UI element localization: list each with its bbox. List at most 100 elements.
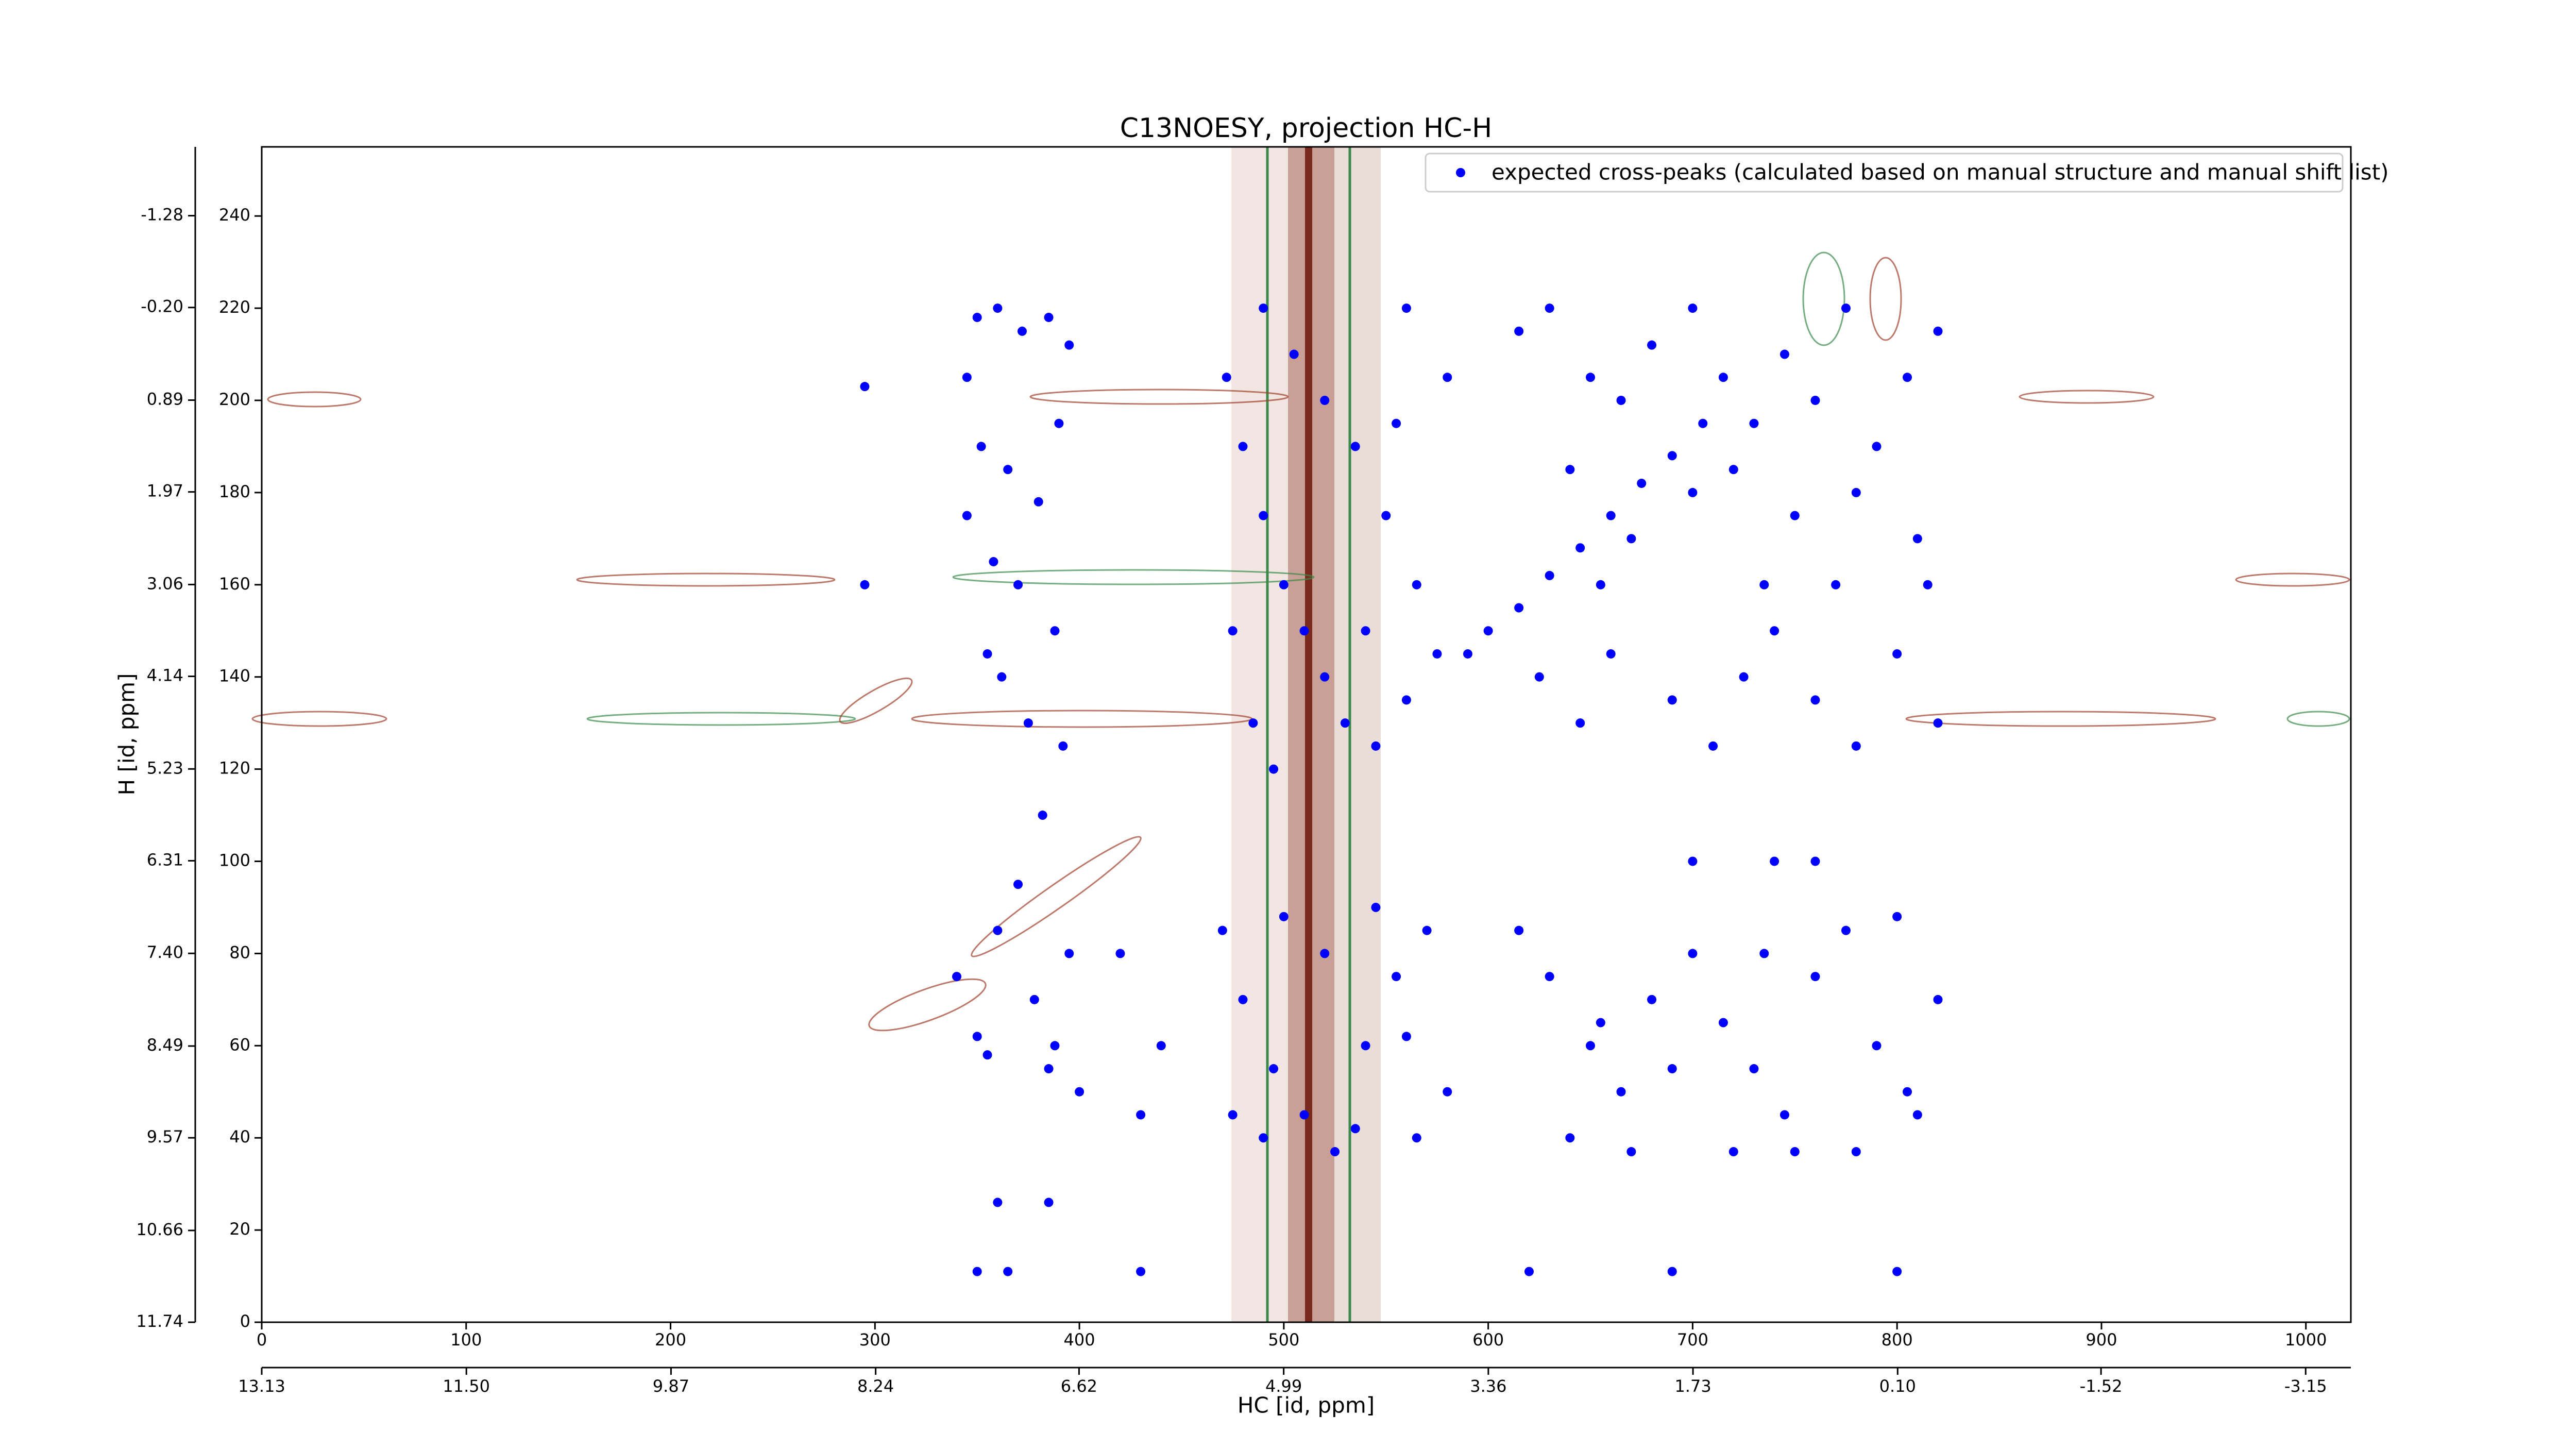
cross-peak: [1392, 418, 1401, 428]
cross-peak: [1340, 718, 1350, 728]
cross-peak: [1545, 304, 1554, 313]
x2-tick-label: 13.13: [238, 1376, 285, 1396]
cross-peak: [1903, 1087, 1912, 1097]
cross-peak: [1013, 580, 1023, 589]
cross-peak: [1228, 626, 1238, 636]
cross-peak: [1728, 1147, 1738, 1157]
y-tick-label: 40: [229, 1127, 250, 1147]
cross-peak: [1136, 1110, 1146, 1120]
cross-peak: [1443, 1087, 1452, 1097]
x-tick-label: 800: [1882, 1330, 1913, 1350]
cross-peak: [1050, 1041, 1060, 1051]
cross-peak: [1790, 1147, 1800, 1157]
cross-peak: [972, 1032, 982, 1041]
cross-peak: [1050, 626, 1060, 636]
cross-peak: [1647, 995, 1657, 1004]
legend-marker: [1456, 168, 1465, 177]
legend: expected cross-peaks (calculated based o…: [1425, 153, 2389, 193]
cross-peak: [1269, 1064, 1279, 1074]
cross-peak: [1534, 672, 1544, 682]
cross-peak: [1259, 304, 1268, 313]
cross-peak: [1933, 718, 1943, 728]
cross-peak: [1463, 649, 1472, 659]
cross-peak: [1841, 304, 1851, 313]
cross-peak: [1064, 949, 1074, 958]
cross-peak: [1810, 395, 1820, 405]
cross-peak: [1851, 741, 1861, 751]
cross-peak: [989, 557, 998, 567]
x2-tick-label: 3.36: [1470, 1376, 1506, 1396]
cross-peak: [1810, 856, 1820, 866]
cross-peak: [962, 511, 972, 520]
cross-peak: [1003, 465, 1013, 475]
y2-tick-label: 3.06: [147, 574, 183, 593]
spectrum-contours: [251, 147, 2350, 1322]
cross-peak: [1688, 487, 1698, 497]
contour: [2286, 711, 2350, 727]
y2-tick-label: -1.28: [141, 205, 183, 225]
legend-box: [1425, 153, 2344, 193]
contour: [2235, 572, 2350, 587]
cross-peak: [1514, 603, 1524, 613]
cross-peak: [1647, 340, 1657, 350]
cross-peak: [1514, 326, 1524, 336]
cross-peak: [1698, 418, 1708, 428]
cross-peak: [1728, 465, 1738, 475]
cross-peak: [1606, 649, 1616, 659]
cross-peak: [1933, 995, 1943, 1004]
cross-peak: [1029, 995, 1039, 1004]
x2-tick-label: 9.87: [653, 1376, 689, 1396]
y2-tick-label: 8.49: [147, 1035, 183, 1055]
cross-peak: [860, 382, 870, 392]
cross-peak: [1289, 349, 1299, 359]
y-axis-label: H [id, ppm]: [114, 673, 140, 796]
y2-tick-label: 9.57: [147, 1127, 183, 1147]
y2-tick-label: -0.20: [141, 297, 183, 316]
cross-peak: [1667, 451, 1677, 461]
cross-peak: [1017, 326, 1027, 336]
cross-peak: [1565, 465, 1575, 475]
cross-peak: [1259, 511, 1268, 520]
x-axis-label: HC [id, ppm]: [1238, 1393, 1375, 1418]
cross-peak: [1596, 580, 1605, 589]
cross-peak: [1443, 373, 1452, 382]
cross-peak: [993, 1198, 1003, 1207]
cross-peak: [1851, 487, 1861, 497]
contour-column: [1231, 147, 1288, 1322]
cross-peak: [1038, 811, 1047, 820]
cross-peak: [993, 925, 1003, 935]
y2-tick-label: 4.14: [147, 666, 183, 685]
cross-peak: [1330, 1147, 1340, 1157]
cross-peak: [1350, 442, 1360, 451]
y-tick-label: 100: [219, 850, 250, 870]
cross-peak: [1892, 649, 1902, 659]
cross-peak: [1770, 856, 1780, 866]
cross-peak: [1361, 626, 1370, 636]
cross-peak: [1586, 373, 1596, 382]
contour: [839, 677, 913, 724]
cross-peak: [1759, 580, 1769, 589]
x2-tick-label: 4.99: [1265, 1376, 1302, 1396]
x-tick-label: 200: [655, 1330, 686, 1350]
y2-tick-label: 6.31: [147, 850, 183, 869]
cross-peak: [1872, 1041, 1882, 1051]
x-tick-label: 600: [1472, 1330, 1504, 1350]
cross-peak: [1596, 1018, 1605, 1027]
cross-peak: [1749, 418, 1759, 428]
cross-peak: [1626, 1147, 1636, 1157]
cross-peak: [1912, 534, 1922, 544]
cross-peak: [1422, 925, 1432, 935]
x2-tick-label: -3.15: [2284, 1376, 2327, 1396]
y-tick-label: 160: [219, 574, 250, 594]
contour: [1802, 251, 1845, 346]
cross-peak: [1279, 912, 1289, 921]
cross-peak: [1780, 1110, 1789, 1120]
legend-label: expected cross-peaks (calculated based o…: [1492, 160, 2389, 185]
cross-peak: [1248, 718, 1258, 728]
y2-tick-label: 1.97: [147, 481, 183, 501]
cross-peak: [1718, 373, 1728, 382]
x-tick-label: 400: [1064, 1330, 1095, 1350]
cross-peak: [1545, 972, 1554, 982]
cross-peak: [1667, 695, 1677, 705]
